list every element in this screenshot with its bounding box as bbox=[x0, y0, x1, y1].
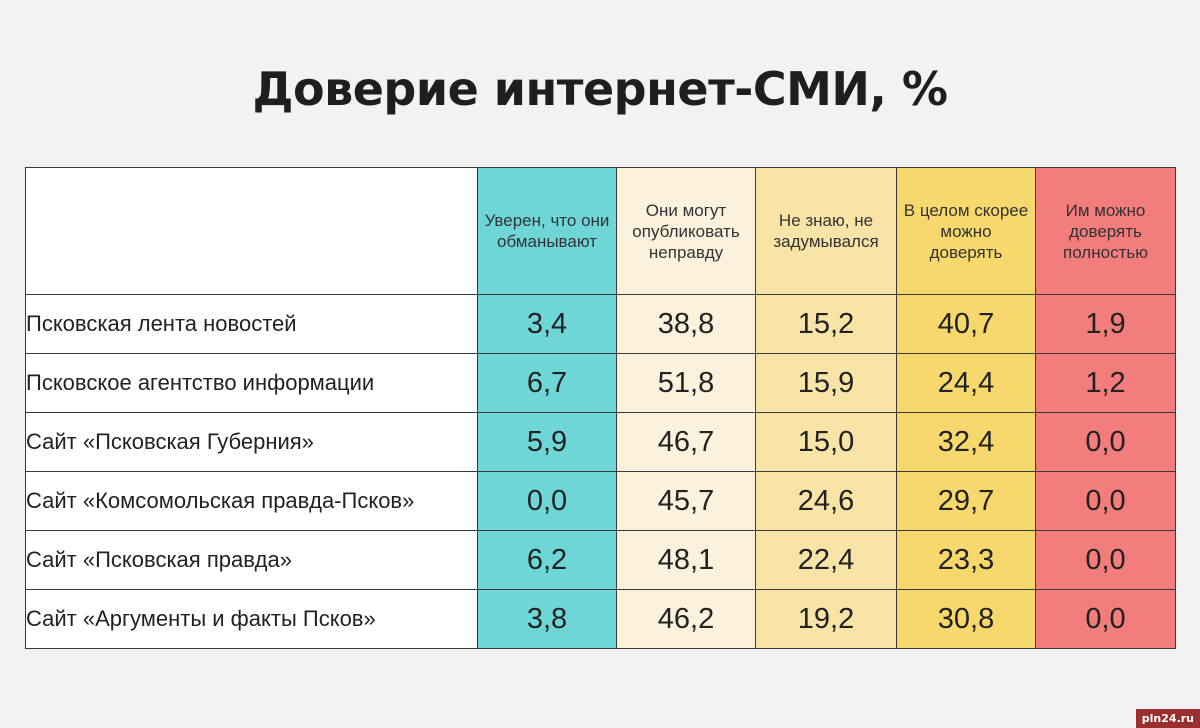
value-cell: 0,0 bbox=[477, 471, 617, 531]
site-watermark: pln24.ru bbox=[1135, 709, 1200, 728]
value-cell: 0,0 bbox=[1035, 530, 1176, 590]
media-name-cell: Сайт «Аргументы и факты Псков» bbox=[25, 589, 478, 649]
chart-title: Доверие интернет-СМИ, % bbox=[252, 62, 948, 116]
value-cell: 32,4 bbox=[896, 412, 1036, 472]
value-cell: 48,1 bbox=[616, 530, 756, 590]
value-cell: 40,7 bbox=[896, 294, 1036, 354]
table-row: Сайт «Комсомольская правда-Псков» 0,0 45,7… bbox=[25, 471, 1176, 531]
value-cell: 45,7 bbox=[616, 471, 756, 531]
value-cell: 46,7 bbox=[616, 412, 756, 472]
header-blank-cell bbox=[25, 167, 478, 295]
value-cell: 1,2 bbox=[1035, 353, 1176, 413]
value-cell: 6,2 bbox=[477, 530, 617, 590]
media-name-cell: Псковское агентство информации bbox=[25, 353, 478, 413]
value-cell: 38,8 bbox=[616, 294, 756, 354]
value-cell: 0,0 bbox=[1035, 471, 1176, 531]
column-header: Им можно доверять полностью bbox=[1035, 167, 1176, 295]
table-row: Псковское агентство информации 6,7 51,8 15,… bbox=[25, 353, 1176, 413]
value-cell: 24,6 bbox=[755, 471, 897, 531]
table-row: Сайт «Псковская Губерния» 5,9 46,7 15,0 32,4… bbox=[25, 412, 1176, 472]
trust-table: Уверен, что они обманывают Они могут опу… bbox=[25, 167, 1176, 649]
table-row: Псковская лента новостей 3,4 38,8 15,2 40,7 1… bbox=[25, 294, 1176, 354]
media-name-cell: Псковская лента новостей bbox=[25, 294, 478, 354]
value-cell: 29,7 bbox=[896, 471, 1036, 531]
value-cell: 15,0 bbox=[755, 412, 897, 472]
column-header: Они могут опубликовать неправду bbox=[616, 167, 756, 295]
value-cell: 23,3 bbox=[896, 530, 1036, 590]
value-cell: 30,8 bbox=[896, 589, 1036, 649]
value-cell: 15,9 bbox=[755, 353, 897, 413]
column-header: Не знаю, не задумывался bbox=[755, 167, 897, 295]
value-cell: 0,0 bbox=[1035, 589, 1176, 649]
value-cell: 0,0 bbox=[1035, 412, 1176, 472]
column-header: Уверен, что они обманывают bbox=[477, 167, 617, 295]
value-cell: 22,4 bbox=[755, 530, 897, 590]
value-cell: 3,4 bbox=[477, 294, 617, 354]
value-cell: 6,7 bbox=[477, 353, 617, 413]
value-cell: 15,2 bbox=[755, 294, 897, 354]
media-name-cell: Сайт «Комсомольская правда-Псков» bbox=[25, 471, 478, 531]
value-cell: 3,8 bbox=[477, 589, 617, 649]
value-cell: 19,2 bbox=[755, 589, 897, 649]
media-name-cell: Сайт «Псковская Губерния» bbox=[25, 412, 478, 472]
value-cell: 24,4 bbox=[896, 353, 1036, 413]
column-header: В целом скорее можно доверять bbox=[896, 167, 1036, 295]
table-row: Сайт «Псковская правда» 6,2 48,1 22,4 23,3 0,… bbox=[25, 530, 1176, 590]
value-cell: 51,8 bbox=[616, 353, 756, 413]
table-row: Сайт «Аргументы и факты Псков» 3,8 46,2 19,… bbox=[25, 589, 1176, 649]
value-cell: 46,2 bbox=[616, 589, 756, 649]
value-cell: 5,9 bbox=[477, 412, 617, 472]
media-name-cell: Сайт «Псковская правда» bbox=[25, 530, 478, 590]
header-row: Уверен, что они обманывают Они могут опу… bbox=[25, 167, 1176, 295]
value-cell: 1,9 bbox=[1035, 294, 1176, 354]
